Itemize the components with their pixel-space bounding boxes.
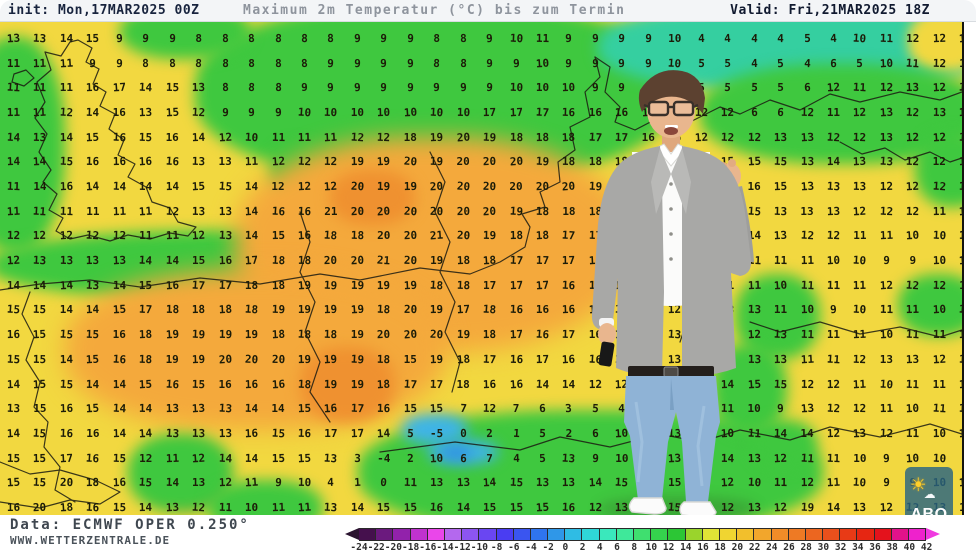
website-url: WWW.WETTERZENTRALE.DE	[10, 534, 171, 547]
data-source: Data: ECMWF OPER 0.250°	[10, 517, 250, 533]
region-east-mid	[915, 132, 962, 207]
region-baltic-coast	[700, 64, 962, 164]
cloud-icon: ☁	[924, 481, 936, 503]
weather-map: 13 13 14 15 9 9 9 8 8 8 8 8 8 9 9 9 8 8 9 10 11 9 9 9 9 10 4 4 4 4 5 4 1…	[0, 22, 964, 515]
header-bar: init: Mon,17MAR2025 00Z Maximum 2m Tempe…	[0, 0, 976, 22]
presenter-jeans	[624, 376, 720, 502]
temperature-grid: 13 13 14 15 9 9 9 8 8 8 8 8 8 9 9 9 8 8 9 10 11 9 9 9 9 10 4 4 4 4 5 4 1…	[6, 31, 964, 515]
region-ne-corner	[908, 22, 962, 72]
scale-labels: -24 -22 -20 -18 -16 -14 -12 -10 -8 -6 -4 -2 0 2 4 6 8 10 1…	[350, 542, 933, 553]
region-east-patch-4	[752, 420, 817, 468]
presenter-jacket-left	[591, 146, 664, 376]
presenter-right-hand	[598, 323, 616, 345]
sun-icon: ☀	[911, 471, 926, 499]
scale-left-arrow-icon	[345, 528, 359, 540]
presenter-sneaker-left	[628, 497, 667, 515]
abo-label: ABO	[910, 506, 948, 515]
weather-presenter	[591, 70, 754, 515]
map-title: Maximum 2m Temperatur (°C) bis zum Termi…	[243, 3, 626, 18]
region-hotspot-2	[330, 170, 415, 225]
color-scale: -24 -22 -20 -18 -16 -14 -12 -10 -8 -6 -4 -2 0 2 4 6 8 10 1…	[345, 528, 965, 556]
region-east-patch-3	[898, 274, 962, 336]
region-hotspot-1	[300, 347, 395, 422]
footer-bar: Data: ECMWF OPER 0.250° WWW.WETTERZENTRA…	[0, 515, 976, 556]
region-west-atlantic	[0, 37, 65, 252]
region-alps-cold-3	[440, 446, 472, 460]
presenter-glasses	[643, 100, 699, 117]
scale-right-arrow-icon	[926, 528, 940, 540]
phone	[598, 341, 615, 367]
presenter-jacket-right	[682, 146, 752, 376]
region-massif-south	[208, 480, 323, 515]
init-timestamp: init: Mon,17MAR2025 00Z	[8, 3, 200, 18]
region-north-scotland	[120, 22, 250, 59]
valid-timestamp: Valid: Fri,21MAR2025 18Z	[730, 3, 930, 18]
abo-badge[interactable]: ☀ ☁ ABO	[905, 467, 953, 515]
presenter-sneaker-right	[679, 501, 717, 515]
presenter-hair	[638, 70, 705, 114]
scale-bar	[359, 528, 927, 541]
region-alps-cold-1	[402, 414, 467, 444]
